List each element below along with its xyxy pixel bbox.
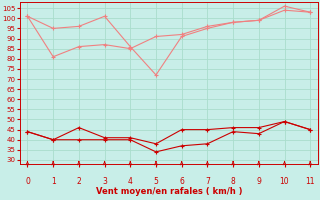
X-axis label: Vent moyen/en rafales ( km/h ): Vent moyen/en rafales ( km/h ) — [96, 187, 242, 196]
